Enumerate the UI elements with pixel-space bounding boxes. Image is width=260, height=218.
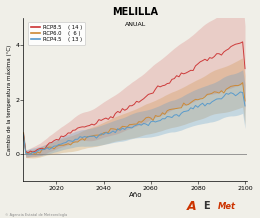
Y-axis label: Cambio de la temperatura máxima (°C): Cambio de la temperatura máxima (°C) xyxy=(7,44,12,155)
Text: ANUAL: ANUAL xyxy=(125,22,146,27)
Text: Met: Met xyxy=(218,201,236,211)
Text: A: A xyxy=(187,199,197,213)
Text: © Agencia Estatal de Meteorología: © Agencia Estatal de Meteorología xyxy=(5,213,67,217)
X-axis label: Año: Año xyxy=(129,192,142,198)
Title: MELILLA: MELILLA xyxy=(112,7,158,17)
Legend: RCP8.5    ( 14 ), RCP6.0    (  6 ), RCP4.5    ( 13 ): RCP8.5 ( 14 ), RCP6.0 ( 6 ), RCP4.5 ( 13… xyxy=(28,22,85,45)
Text: E: E xyxy=(203,201,209,211)
